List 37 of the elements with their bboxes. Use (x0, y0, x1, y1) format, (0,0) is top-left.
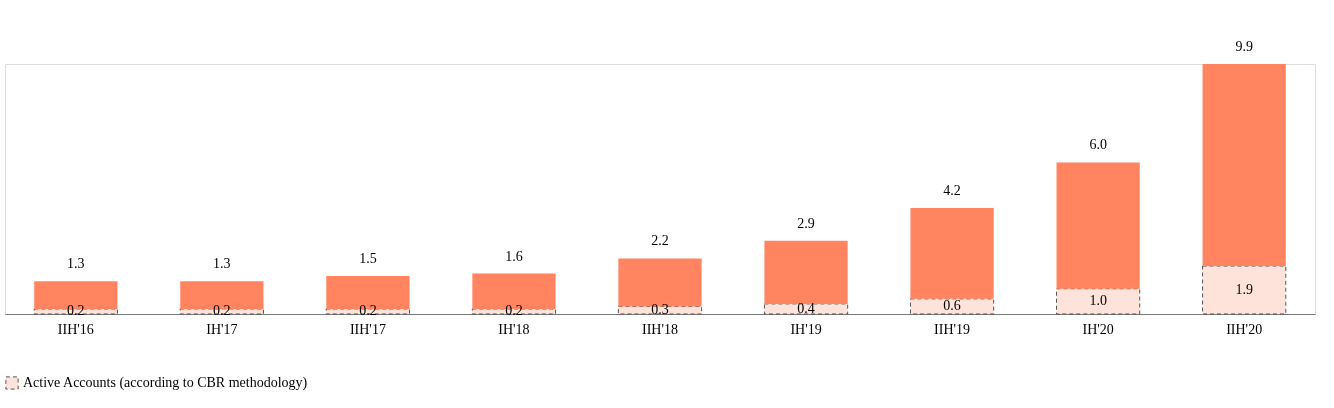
bar (909, 298, 995, 315)
data-label: 0.2 (67, 303, 85, 319)
data-label: 0.3 (651, 302, 669, 318)
total-label: 6.0 (1089, 137, 1107, 153)
total-label: 1.3 (213, 256, 231, 272)
bar (764, 240, 848, 304)
x-tick-label: IH'17 (206, 321, 238, 337)
bar (763, 303, 849, 315)
total-label: 1.3 (67, 256, 85, 272)
bar (910, 207, 994, 299)
bar (1056, 162, 1140, 289)
data-label: 0.2 (213, 303, 231, 319)
total-label: 2.9 (797, 215, 815, 231)
x-tick-label: IIH'18 (642, 321, 678, 337)
x-tick-label: IH'20 (1082, 321, 1114, 337)
bar (1202, 265, 1287, 315)
total-label: 4.2 (943, 182, 961, 198)
x-tick-label: IIH'17 (349, 321, 386, 337)
x-tick-label: IIH'19 (934, 321, 971, 337)
total-label: 1.6 (505, 248, 523, 264)
bar (1056, 288, 1141, 315)
data-label: 0.6 (943, 298, 961, 314)
total-label: 1.5 (359, 251, 377, 267)
x-tick-label: IH'18 (498, 321, 530, 337)
x-tick-label: IIH'20 (1226, 321, 1263, 337)
data-label: 0.2 (359, 303, 377, 319)
x-tick-label: IH'19 (790, 321, 822, 337)
total-label: 9.9 (1235, 39, 1253, 54)
data-label: 1.0 (1089, 293, 1107, 309)
data-label: 1.9 (1235, 282, 1253, 298)
data-label: 0.2 (505, 303, 523, 319)
data-label: 0.4 (797, 300, 815, 316)
bar (617, 305, 703, 315)
total-label: 2.2 (651, 233, 669, 249)
legend-label: Active Accounts (according to CBR methodology) (23, 375, 308, 391)
bar (1202, 64, 1286, 267)
x-tick-label: IIH'16 (57, 321, 94, 337)
